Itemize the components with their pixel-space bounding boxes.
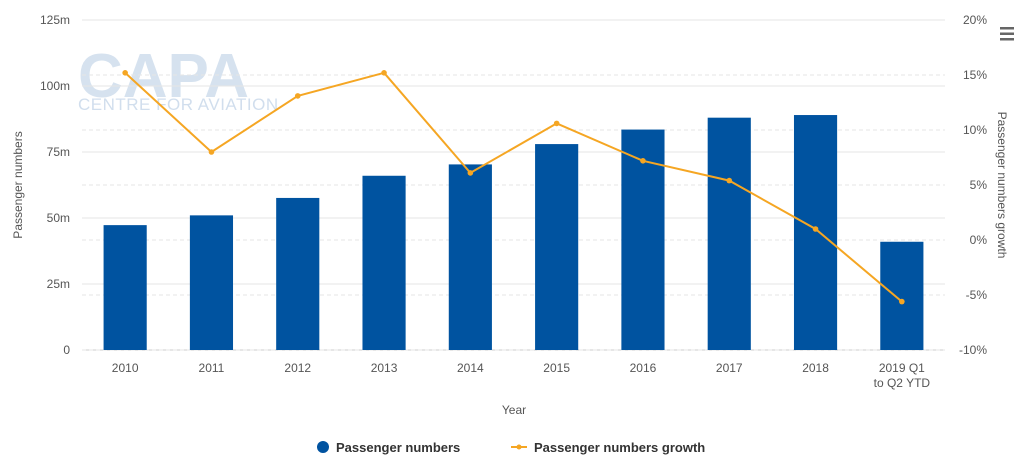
y2-tick-label: 15% (963, 68, 987, 82)
line-point[interactable] (899, 298, 905, 305)
y-tick-label: 50m (47, 211, 70, 225)
x-tick-label: 2017 (716, 361, 743, 375)
x-axis-ticks: 2010 2011 2012 2013 2014 2015 2016 2017 2018 2019… (112, 361, 931, 390)
y2-tick-label: 20% (963, 13, 987, 27)
growth-line (124, 71, 903, 303)
line-point[interactable] (381, 70, 387, 76)
legend-item-line[interactable]: Passenger numbers growth (511, 440, 705, 455)
bar[interactable] (535, 144, 579, 350)
legend-bar-marker (317, 441, 329, 453)
y-tick-label: 100m (40, 79, 70, 93)
x-tick-label: 2013 (371, 361, 398, 375)
bar[interactable] (103, 225, 147, 350)
x-tick-label: 2011 (199, 361, 225, 375)
y-tick-label: 0 (63, 343, 70, 357)
line-point[interactable] (812, 226, 819, 232)
y-tick-label: 75m (47, 145, 70, 159)
x-tick-label: 2019 Q1 to Q2 YTD (874, 361, 931, 390)
x-tick-label: 2010 (112, 361, 139, 375)
watermark-brand: CAPA (78, 42, 249, 111)
bar[interactable] (189, 215, 234, 350)
line-point[interactable] (553, 120, 560, 127)
watermark-tagline: CENTRE FOR AVIATION (78, 95, 279, 114)
hamburger-menu-icon[interactable] (998, 24, 1018, 44)
line-point[interactable] (294, 93, 301, 99)
x-tick-label: 2015 (543, 361, 570, 375)
line-point[interactable] (208, 149, 215, 155)
bar[interactable] (621, 129, 665, 350)
bar[interactable] (793, 115, 838, 350)
y2-axis-title: Passenger numbers growth (995, 112, 1009, 259)
y2-tick-label: 0% (970, 233, 988, 247)
x-tick-label: 2012 (284, 361, 311, 375)
legend-item-bar[interactable]: Passenger numbers (317, 440, 460, 455)
line-point[interactable] (726, 177, 733, 184)
y2-tick-label: -10% (959, 343, 987, 357)
x-tick-label: 2014 (457, 361, 484, 375)
x-axis-title: Year (502, 403, 526, 417)
bar-series (103, 115, 924, 351)
y-axis-title: Passenger numbers (11, 131, 25, 238)
legend: Passenger numbers Passenger numbers grow… (317, 440, 705, 455)
y2-tick-label: 5% (970, 178, 988, 192)
bar[interactable] (707, 117, 751, 351)
left-axis-ticks: 0 25m 50m 75m 100m 125m (40, 13, 70, 357)
y2-tick-label: -5% (966, 288, 988, 302)
bar[interactable] (448, 164, 492, 350)
legend-line-dot (516, 444, 522, 450)
legend-line-label: Passenger numbers growth (534, 440, 705, 455)
bar[interactable] (880, 241, 924, 350)
bar[interactable] (362, 175, 406, 350)
y-tick-label: 125m (40, 13, 70, 27)
y-tick-label: 25m (47, 277, 70, 291)
capa-watermark-logo: CAPA CENTRE FOR AVIATION (78, 42, 279, 114)
x-tick-label: 2018 (802, 361, 829, 375)
right-axis-ticks: -10% -5% 0% 5% 10% 15% 20% (959, 13, 987, 357)
y2-tick-label: 10% (963, 123, 987, 137)
x-tick-label: 2016 (630, 361, 657, 375)
legend-bar-label: Passenger numbers (336, 440, 460, 455)
line-point[interactable] (640, 158, 646, 164)
line-series (122, 70, 905, 305)
line-point[interactable] (122, 70, 128, 76)
line-point[interactable] (467, 170, 474, 176)
bar[interactable] (276, 197, 320, 350)
